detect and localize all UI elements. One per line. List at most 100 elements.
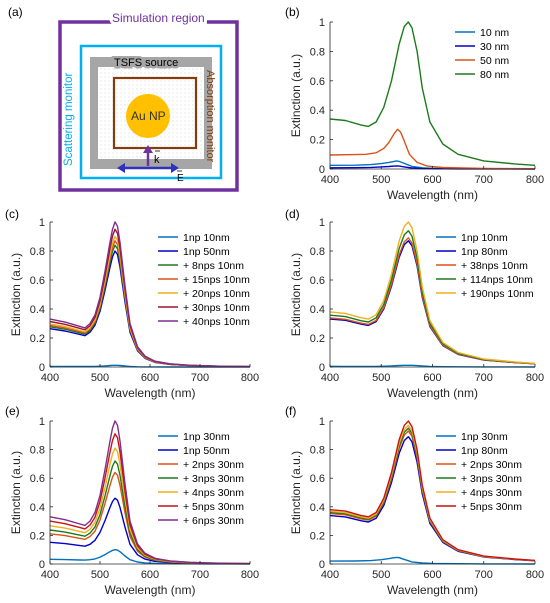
absorption-monitor-box [112,76,198,150]
y-tick-label: 0 [319,559,325,571]
legend-label: + 3nps 30nm [183,473,244,485]
y-tick-label: 0.8 [310,445,325,457]
x-tick-label: 800 [526,174,544,186]
y-axis-label: Extinction (a.u.) [289,253,303,336]
legend-label: + 20nps 10nm [183,288,250,300]
x-axis-label: Wavelength (nm) [387,386,478,400]
e-arrowhead-left-icon [117,163,125,173]
legend-label: + 3nps 30nm [461,473,522,485]
chart-e: (e) 400 500 600 700 800 0 0.2 0.4 0.6 0.8 1 Waveleng… [5,404,259,597]
legend-label: + 38nps 10nm [461,260,528,272]
legend-label: 1np 10nm [183,232,230,244]
y-tick-label: 0.2 [310,135,325,147]
panel-label: (c) [5,207,19,221]
x-tick-label: 600 [141,569,159,581]
source-label: TSFS source [114,57,178,69]
legend-label: + 114nps 10nm [461,274,533,286]
x-axis-label: Wavelength (nm) [105,583,196,597]
y-tick-label: 0.4 [30,502,45,514]
legend-label: + 4nps 30nm [461,487,522,499]
e-arrowhead-right-icon [171,163,179,173]
chart-c: (c) 400 500 600 700 800 0 0.2 0.4 0.6 0.8 1 Waveleng… [5,207,259,400]
x-tick-label: 600 [423,174,441,186]
panel-label: (e) [5,404,20,418]
absorption-monitor-label: Absorption monitor [204,70,216,163]
panel-label: (b) [285,5,300,19]
series-line-6 [329,420,536,562]
x-tick-label: 500 [372,174,390,186]
legend-label: 1np 50nm [183,445,230,457]
x-tick-label: 500 [91,569,109,581]
x-axis-label: Wavelength (nm) [387,188,478,202]
legend-label: 1np 30nm [183,431,230,443]
schematic-panel: (a) Simulation region Scattering monitor… [8,5,239,192]
legend-label: + 8nps 10nm [183,260,244,272]
y-tick-label: 1 [39,217,45,229]
chart-f: (f) 400 500 600 700 800 0 0.2 0.4 0.6 0.8 1 Waveleng… [285,404,544,597]
x-tick-label: 600 [141,372,159,384]
series-line-7 [49,221,251,368]
chart-b: (b) 400 500 600 700 800 0 0.2 0.4 0.6 0.8 1 Waveleng… [285,5,544,202]
legend-label: + 40nps 10nm [183,316,250,328]
x-tick-label: 500 [372,569,390,581]
legend-label: 80 nm [480,69,509,81]
particle-label: Au NP [131,109,166,123]
x-tick-label: 700 [191,569,209,581]
x-tick-label: 600 [423,569,441,581]
y-tick-label: 0.2 [310,333,325,345]
y-tick-label: 0.6 [310,76,325,88]
y-tick-label: 0.8 [310,46,325,58]
x-tick-label: 400 [321,372,339,384]
legend-label: 1np 30nm [461,431,508,443]
legend-label: 1np 50nm [183,246,230,258]
k-label: k [154,154,160,166]
legend-label: + 15nps 10nm [183,274,250,286]
y-tick-label: 1 [39,416,45,428]
y-tick-label: 1 [319,217,325,229]
series-group [329,420,536,565]
series-line-3 [329,128,536,170]
y-axis-label: Extinction (a.u.) [289,54,303,137]
legend: 10 nm 30 nm 50 nm 80 nm [455,27,509,81]
y-tick-label: 0 [39,362,45,374]
legend-label: + 30nps 10nm [183,302,250,314]
y-tick-label: 0.2 [310,530,325,542]
series-line-4 [329,229,536,365]
legend-label: 1np 10nm [461,232,508,244]
x-axis-label: Wavelength (nm) [387,583,478,597]
y-tick-label: 0.2 [30,530,45,542]
y-tick-label: 0.8 [310,246,325,258]
y-tick-label: 0.4 [310,502,325,514]
x-tick-label: 500 [372,372,390,384]
legend-label: + 5nps 30nm [183,501,244,513]
x-tick-label: 400 [321,174,339,186]
x-tick-label: 600 [423,372,441,384]
y-axis-label: Extinction (a.u.) [9,451,23,534]
x-tick-label: 800 [241,372,259,384]
y-tick-label: 0.8 [30,246,45,258]
y-tick-label: 1 [319,17,325,29]
legend: 1np 30nm 1np 50nm + 2nps 30nm + 3nps 30nm + … [158,431,244,527]
x-tick-label: 400 [321,569,339,581]
x-tick-label: 700 [191,372,209,384]
legend-label: 1np 80nm [461,246,508,258]
y-tick-label: 0 [39,559,45,571]
scattering-monitor-label: Scattering monitor [63,73,75,166]
series-line-7 [49,420,251,565]
legend-label: + 5nps 30nm [461,501,522,513]
panel-label: (f) [285,404,296,418]
chart-d: (d) 400 500 600 700 800 0 0.2 0.4 0.6 0.8 1 Waveleng… [285,207,544,400]
y-tick-label: 1 [319,416,325,428]
legend: 1np 10nm 1np 80nm + 38nps 10nm + 114nps 10n… [436,232,534,300]
legend-label: 1np 80nm [461,445,508,457]
x-tick-label: 800 [241,569,259,581]
simulation-region-box [58,20,239,192]
legend-label: + 2nps 30nm [461,459,522,471]
y-tick-label: 0.8 [30,445,45,457]
x-axis-label: Wavelength (nm) [105,386,196,400]
y-tick-label: 0.4 [310,304,325,316]
legend-label: 50 nm [480,55,509,67]
y-tick-label: 0.6 [310,473,325,485]
y-axis-label: Extinction (a.u.) [9,253,23,336]
x-tick-label: 400 [41,569,59,581]
